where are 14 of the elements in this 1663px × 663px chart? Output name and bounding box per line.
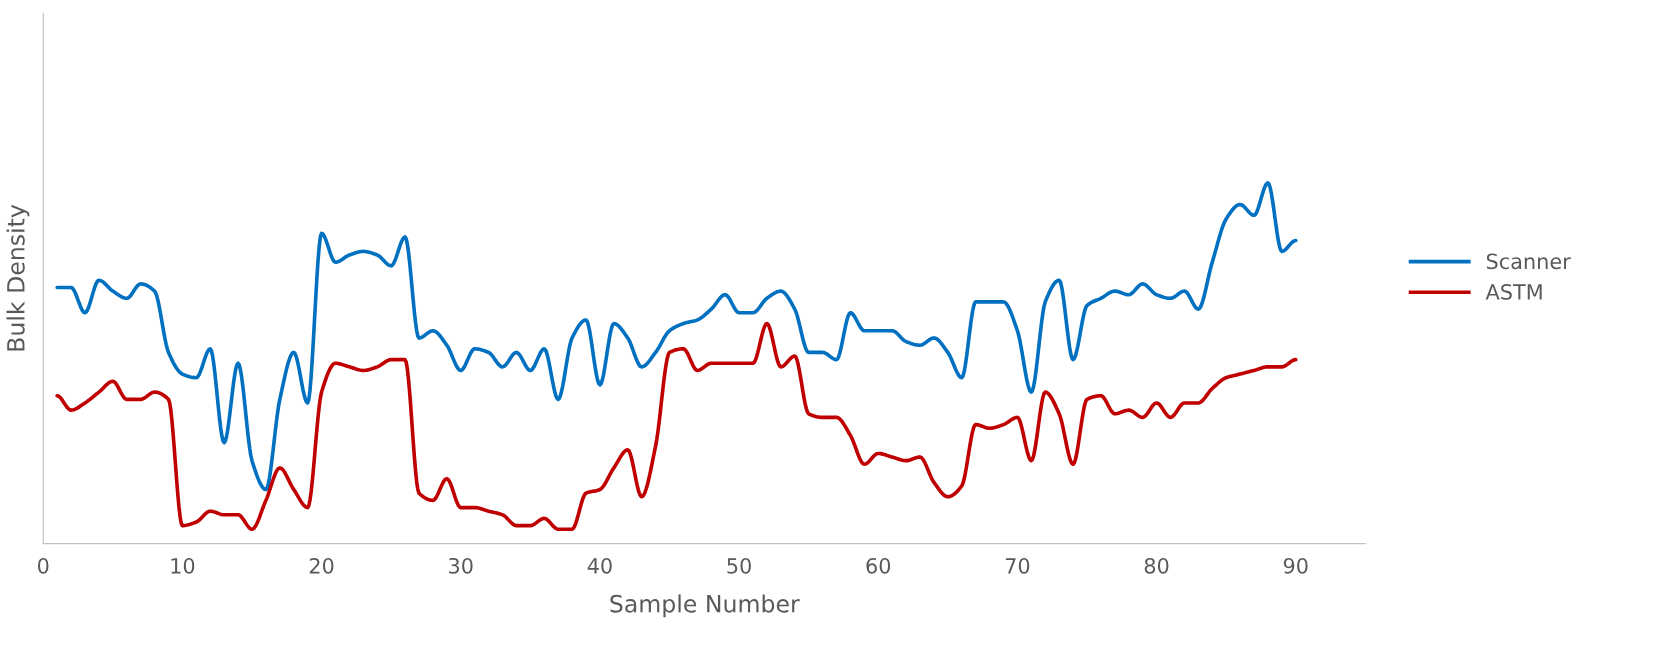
x-tick-label: 80 — [1144, 557, 1169, 574]
x-axis-title: Sample Number — [610, 594, 800, 618]
x-tick-label: 20 — [309, 557, 334, 574]
legend-label: Scanner — [1486, 253, 1571, 270]
y-axis-title: Bulk Density — [6, 204, 30, 351]
x-tick-label: 10 — [171, 557, 195, 574]
x-tick-label: 90 — [1283, 557, 1308, 574]
x-tick-label: 40 — [587, 557, 612, 574]
x-tick-label: 30 — [449, 557, 473, 574]
x-tick-label: 0 — [37, 557, 49, 574]
x-tick-label: 50 — [727, 557, 751, 574]
x-tick-label: 70 — [1005, 557, 1030, 574]
x-tick-label: 60 — [866, 557, 891, 574]
legend-label: ASTM — [1485, 284, 1542, 300]
